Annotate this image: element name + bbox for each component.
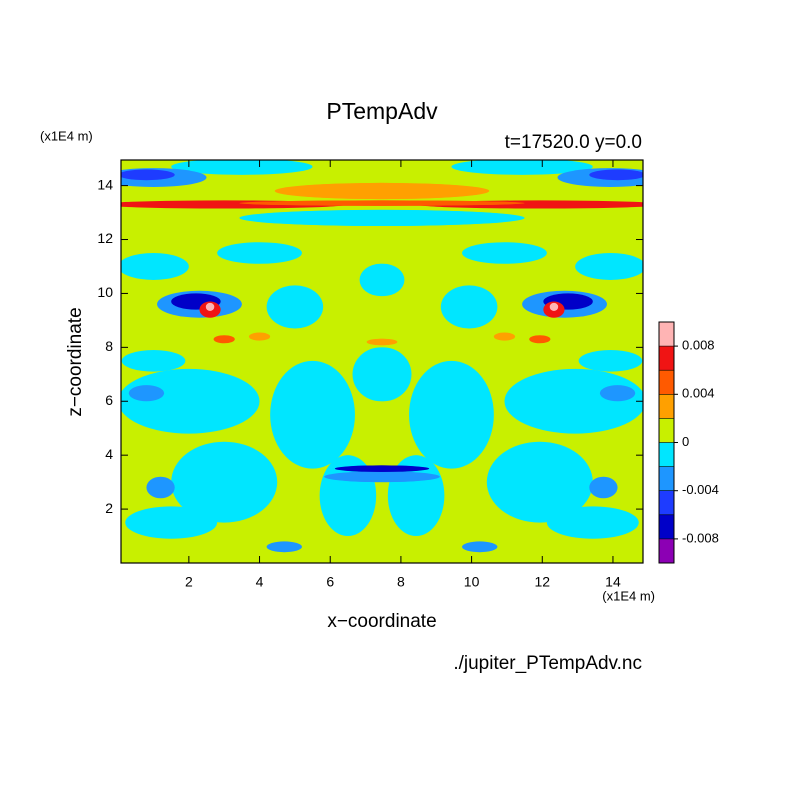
- colorbar-tick-label: 0: [682, 434, 689, 449]
- contour-region: [213, 335, 235, 344]
- contour-region: [266, 541, 302, 553]
- contour-region: [462, 242, 547, 264]
- contour-region: [359, 263, 402, 297]
- colorbar-band: [659, 370, 674, 395]
- contour-region: [575, 253, 643, 280]
- contour-region: [121, 169, 175, 181]
- contour-region: [205, 302, 215, 311]
- colorbar-tick-label: 0.008: [682, 338, 715, 353]
- contour-region: [171, 160, 313, 175]
- contour-region: [128, 385, 165, 402]
- subtitle: t=17520.0 y=0.0: [505, 132, 642, 153]
- colorbar-band: [659, 418, 674, 443]
- y-tick-label: 14: [97, 176, 113, 192]
- contour-region: [352, 347, 410, 402]
- y-tick-label: 6: [105, 392, 113, 408]
- contour-region: [451, 160, 593, 175]
- y-tick-label: 8: [105, 338, 113, 354]
- x-tick-label: 2: [185, 574, 193, 590]
- contour-region: [529, 335, 551, 344]
- contour-region: [549, 302, 559, 311]
- colorbar-band: [659, 514, 674, 539]
- contour-region: [239, 200, 523, 206]
- x-tick-label: 12: [534, 574, 550, 590]
- contour-region: [121, 368, 260, 434]
- contour-region: [248, 332, 271, 341]
- contour-region: [589, 169, 643, 181]
- contour-region: [409, 360, 494, 469]
- contour-region: [121, 253, 189, 280]
- colorbar-tick-label: -0.004: [682, 482, 719, 497]
- contour-region: [578, 350, 643, 372]
- colorbar-band: [659, 394, 674, 419]
- y-axis-label: z−coordinate: [65, 307, 86, 416]
- x-axis-label: x−coordinate: [327, 611, 436, 632]
- contour-region: [440, 285, 498, 329]
- contour-region: [121, 350, 186, 372]
- contour-field: [121, 160, 643, 563]
- x-tick-label: 4: [256, 574, 264, 590]
- contour-region: [486, 441, 593, 523]
- contour-region: [504, 368, 643, 434]
- contour-region: [266, 285, 324, 329]
- source-file: ./jupiter_PTempAdv.nc: [453, 653, 642, 674]
- x-tick-label: 10: [464, 574, 480, 590]
- x-tick-label: 6: [326, 574, 334, 590]
- colorbar-tick-label: 0.004: [682, 386, 715, 401]
- contour-region: [599, 385, 636, 402]
- x-tick-label: 14: [605, 574, 621, 590]
- colorbar-band: [659, 346, 674, 371]
- contour-region: [217, 242, 302, 264]
- colorbar-band: [659, 442, 674, 467]
- colorbar-band: [659, 322, 674, 347]
- contour-region: [324, 471, 438, 483]
- contour-region: [274, 182, 487, 200]
- colorbar-band: [659, 466, 674, 491]
- colorbar-band: [659, 538, 674, 563]
- contour-region: [125, 506, 218, 539]
- contour-region: [146, 476, 175, 499]
- chart-title: PTempAdv: [326, 98, 438, 124]
- contour-region: [334, 465, 427, 472]
- colorbar-tick-label: -0.008: [682, 530, 719, 545]
- y-tick-label: 4: [105, 446, 113, 462]
- contour-region: [366, 338, 395, 346]
- contour-region: [493, 332, 516, 341]
- contour-region: [270, 360, 355, 469]
- contour-region: [239, 209, 523, 227]
- plot-frame: [120, 159, 644, 564]
- contour-region: [462, 541, 498, 553]
- colorbar-band: [659, 490, 674, 515]
- y-tick-label: 12: [97, 230, 113, 246]
- contour-region: [171, 441, 278, 523]
- contour-region: [546, 506, 639, 539]
- contour-region: [589, 476, 618, 499]
- x-unit: (x1E4 m): [602, 588, 655, 603]
- y-tick-label: 2: [105, 500, 113, 516]
- x-tick-label: 8: [397, 574, 405, 590]
- y-tick-label: 10: [97, 284, 113, 300]
- y-unit: (x1E4 m): [40, 128, 93, 143]
